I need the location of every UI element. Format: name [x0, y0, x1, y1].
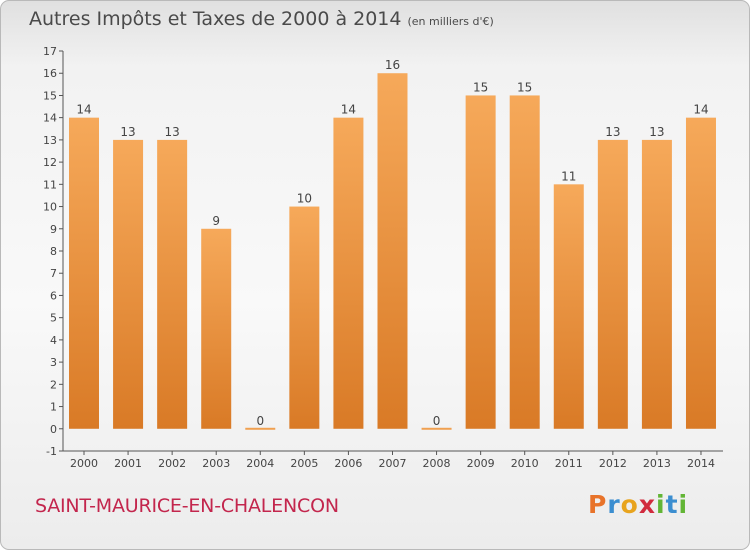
x-tick-label: 2008: [423, 457, 451, 470]
y-tick-label: 6: [50, 289, 57, 302]
data-label: 14: [341, 103, 356, 117]
y-tick-label: 15: [43, 89, 57, 102]
bar: [597, 139, 628, 429]
x-tick-label: 2003: [202, 457, 230, 470]
y-tick-label: 12: [43, 156, 57, 169]
y-tick-label: 16: [43, 67, 57, 80]
bar: [685, 117, 716, 429]
x-tick-label: 2000: [70, 457, 98, 470]
x-tick-label: 2011: [555, 457, 583, 470]
chart-title: Autres Impôts et Taxes de 2000 à 2014 (en…: [29, 8, 494, 30]
data-label: 13: [164, 125, 179, 139]
y-tick-label: 10: [43, 201, 57, 214]
bar: [509, 95, 540, 429]
bar: [333, 117, 364, 429]
bar: [201, 228, 232, 429]
data-label: 13: [605, 125, 620, 139]
bar: [641, 139, 672, 429]
logo-letter: r: [607, 490, 621, 519]
logo-letter: o: [620, 490, 639, 519]
data-label: 0: [256, 414, 264, 428]
y-tick-label: 4: [50, 334, 57, 347]
logo-letter: i: [656, 490, 666, 519]
logo-letter: t: [665, 490, 679, 519]
y-tick-label: 8: [50, 245, 57, 258]
x-tick-label: 2010: [511, 457, 539, 470]
commune-name: SAINT-MAURICE-EN-CHALENCON: [35, 495, 339, 517]
bar: [465, 95, 496, 429]
data-label: 16: [385, 58, 400, 72]
logo-letter: i: [678, 490, 689, 519]
logo-letter: x: [638, 490, 656, 519]
title-text: Autres Impôts et Taxes de 2000 à 2014: [29, 8, 402, 30]
x-tick-label: 2012: [599, 457, 627, 470]
x-tick-label: 2001: [114, 457, 142, 470]
bar: [157, 139, 188, 429]
proxiti-logo[interactable]: Proxiti: [588, 490, 688, 519]
x-tick-label: 2005: [290, 457, 318, 470]
x-tick-label: 2007: [378, 457, 406, 470]
bar: [289, 206, 320, 429]
y-tick-label: 1: [50, 401, 57, 414]
y-tick-label: 17: [43, 45, 57, 58]
y-tick-label: 5: [50, 312, 57, 325]
y-tick-label: 11: [43, 178, 57, 191]
y-tick-label: 14: [43, 112, 57, 125]
y-tick-label: 13: [43, 134, 57, 147]
data-label: 13: [649, 125, 664, 139]
x-tick-label: 2002: [158, 457, 186, 470]
x-tick-label: 2009: [467, 457, 495, 470]
y-tick-label: 2: [50, 378, 57, 391]
data-label: 13: [120, 125, 135, 139]
x-axis: 2000 2001 2002 2003 2004 2005 2006 2007 2008 2009…: [63, 450, 723, 470]
bar: [553, 184, 584, 429]
data-label: 14: [76, 103, 91, 117]
bars: [69, 73, 716, 430]
bar: [245, 427, 276, 430]
bar: [113, 139, 144, 429]
y-tick-label: 9: [50, 223, 57, 236]
unit-text: (en milliers d'€): [407, 15, 494, 28]
bar: [377, 73, 408, 429]
y-tick-label: 3: [50, 356, 57, 369]
logo-letter: P: [588, 490, 608, 519]
bar: [69, 117, 99, 429]
data-label: 15: [473, 80, 488, 94]
x-tick-label: 2006: [334, 457, 362, 470]
data-labels: 14 13 13 9 0 10 14 16 0 15 15 11 13 13 14: [76, 58, 708, 428]
x-tick-label: 2004: [246, 457, 274, 470]
x-tick-label: 2014: [687, 457, 715, 470]
y-tick-label: -1: [46, 445, 57, 458]
data-label: 14: [693, 103, 708, 117]
data-label: 10: [297, 192, 312, 206]
y-tick-label: 0: [50, 423, 57, 436]
data-label: 11: [561, 169, 576, 183]
data-label: 9: [212, 214, 220, 228]
x-tick-label: 2013: [643, 457, 671, 470]
data-label: 15: [517, 80, 532, 94]
bar: [421, 427, 452, 430]
y-tick-label: 7: [50, 267, 57, 280]
data-label: 0: [433, 414, 441, 428]
